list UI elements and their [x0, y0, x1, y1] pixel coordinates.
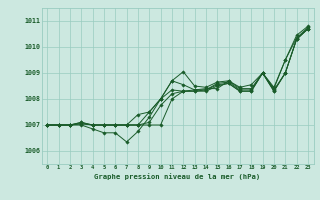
X-axis label: Graphe pression niveau de la mer (hPa): Graphe pression niveau de la mer (hPa) — [94, 173, 261, 180]
